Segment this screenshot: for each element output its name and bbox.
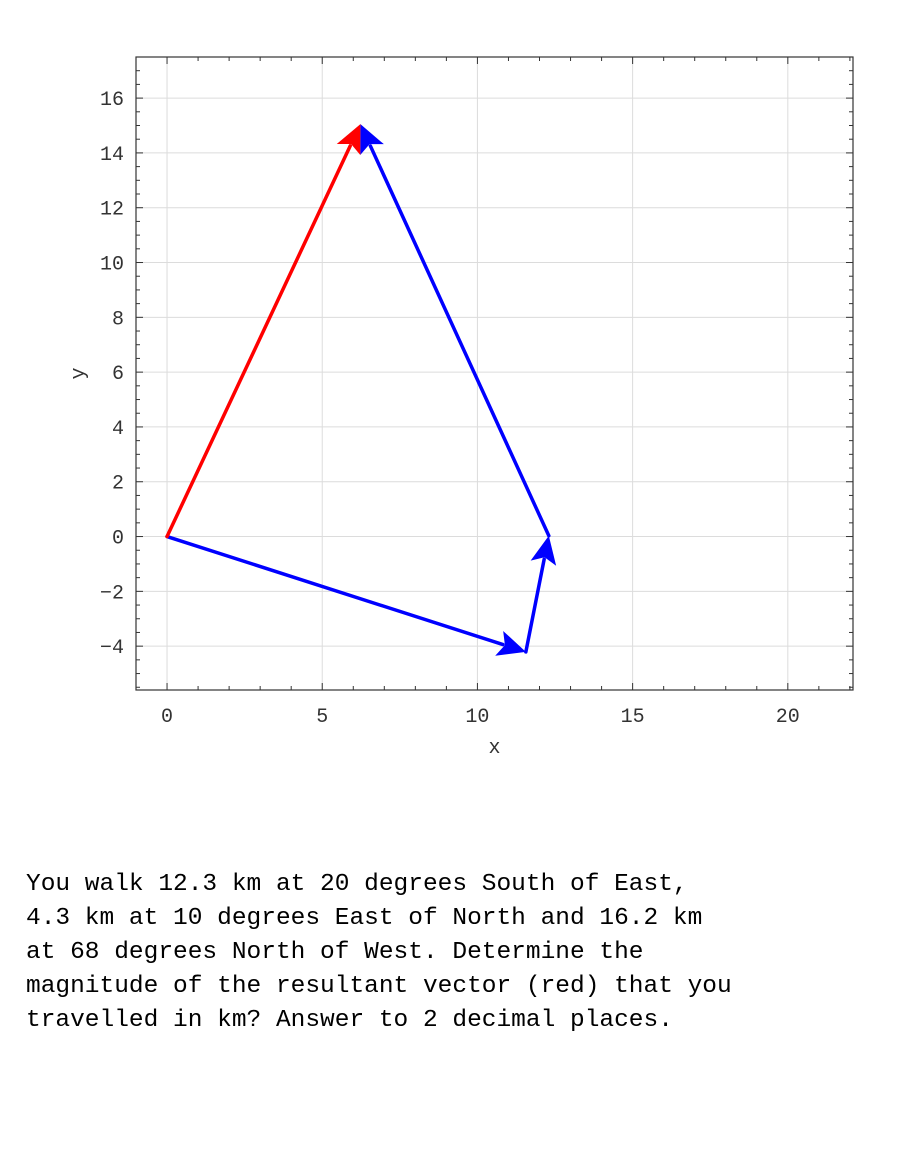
y-tick-label: 16	[100, 89, 124, 112]
component-vector-shaft	[165, 534, 505, 647]
y-tick-label: −2	[100, 582, 124, 605]
x-tick-label: 15	[621, 706, 645, 729]
y-tick-label: −4	[100, 637, 124, 660]
question-text: You walk 12.3 km at 20 degrees South of …	[26, 871, 732, 1034]
y-tick-label: 2	[112, 473, 124, 496]
component-vector-shaft	[524, 557, 546, 654]
y-tick-label: 0	[112, 528, 124, 551]
vector-chart: 0 5 10 15 20 −4 −2 0 2 4 6 8 10 12 14 16 x y	[68, 56, 854, 760]
x-axis-label: x	[488, 737, 500, 760]
resultant-vector-head	[336, 124, 361, 156]
x-tick-label: 20	[776, 706, 800, 729]
component-vector-shaft	[368, 144, 551, 538]
y-tick-label: 4	[112, 418, 124, 441]
y-tick-label: 8	[112, 308, 124, 331]
y-axis-label: y	[68, 367, 91, 379]
resultant-vector-shaft	[165, 144, 352, 539]
x-tick-label: 10	[465, 706, 489, 729]
y-tick-label: 6	[112, 363, 124, 386]
plot-area	[136, 57, 853, 690]
component-vector-head	[360, 124, 384, 156]
y-tick-label: 10	[100, 254, 124, 277]
component-vector-head	[495, 630, 526, 656]
x-tick-label: 0	[161, 706, 173, 729]
chart-svg: 0 5 10 15 20 −4 −2 0 2 4 6 8 10 12 14 16 x y	[68, 56, 854, 760]
y-tick-label: 14	[100, 144, 124, 167]
plot-frame	[135, 56, 854, 691]
component-vector-head	[530, 535, 557, 566]
x-tick-label: 5	[316, 706, 328, 729]
y-tick-label: 12	[100, 199, 124, 222]
